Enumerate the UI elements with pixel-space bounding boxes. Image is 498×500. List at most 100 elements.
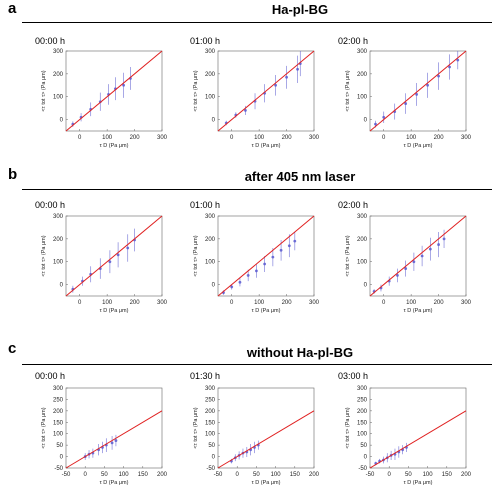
x-tick-label: 100 xyxy=(406,300,417,306)
x-tick-label: 100 xyxy=(423,472,434,478)
x-tick-label: 100 xyxy=(102,300,113,306)
data-point xyxy=(263,262,267,266)
identity-line xyxy=(369,50,467,132)
panel-c-time-1: 00:00 h xyxy=(35,371,66,381)
panel-a-time-3: 02:00 h xyxy=(338,36,369,46)
panel-c-rule xyxy=(22,364,492,365)
x-axis-label: τ D (Pa μm) xyxy=(252,480,281,486)
panel-b-title: after 405 nm laser xyxy=(244,169,356,184)
y-tick-label: 100 xyxy=(357,260,368,266)
data-point xyxy=(238,280,242,284)
identity-line xyxy=(369,410,467,469)
data-point xyxy=(296,67,299,71)
y-tick-label: 200 xyxy=(357,237,368,243)
data-point xyxy=(255,269,258,273)
data-point xyxy=(382,115,386,119)
y-tick-label: 300 xyxy=(205,386,216,392)
y-axis-label: <τ tot τ> (Pa μm) xyxy=(41,70,47,111)
data-point xyxy=(374,122,377,126)
data-point xyxy=(126,246,130,250)
x-tick-label: 300 xyxy=(157,135,168,141)
y-tick-label: 200 xyxy=(53,72,64,78)
y-axis-label: <τ tot τ> (Pa μm) xyxy=(41,235,47,276)
y-tick-label: 150 xyxy=(205,420,216,426)
scatter-plot-c3: -50 0 50 100 150 200 -50 0 50 100 150 200 250 300 τ D … xyxy=(345,386,472,486)
x-axis-label: τ D (Pa μm) xyxy=(100,308,129,314)
y-tick-label: 300 xyxy=(205,49,216,55)
identity-line xyxy=(217,410,315,469)
panel-b-rule xyxy=(22,189,492,190)
x-tick-label: 100 xyxy=(254,300,265,306)
data-point xyxy=(244,109,247,112)
identity-line xyxy=(217,215,315,297)
data-point xyxy=(274,83,277,87)
y-axis-label: <τ tot τ> (Pa μm) xyxy=(193,407,199,448)
identity-line xyxy=(369,215,467,297)
x-tick-label: 0 xyxy=(382,300,386,306)
data-point xyxy=(230,285,234,289)
x-tick-label: 0 xyxy=(236,472,240,478)
data-point xyxy=(404,267,408,270)
y-tick-label: 100 xyxy=(205,95,216,101)
x-axis-label: τ D (Pa μm) xyxy=(252,308,281,314)
y-axis-label: <τ tot τ> (Pa μm) xyxy=(345,235,351,276)
data-point xyxy=(412,260,416,264)
data-point xyxy=(420,254,424,258)
y-tick-label: 0 xyxy=(212,118,216,124)
x-tick-label: 100 xyxy=(271,472,282,478)
y-tick-label: 150 xyxy=(53,420,64,426)
identity-line xyxy=(65,410,163,469)
y-tick-label: 300 xyxy=(357,386,368,392)
x-tick-label: 200 xyxy=(282,135,293,141)
x-tick-label: 200 xyxy=(157,472,168,478)
y-tick-label: 300 xyxy=(205,214,216,220)
x-tick-label: 0 xyxy=(84,472,88,478)
y-tick-label: 0 xyxy=(364,455,368,461)
x-tick-label: 200 xyxy=(130,300,141,306)
data-point xyxy=(279,248,283,252)
y-tick-label: 200 xyxy=(205,409,216,415)
data-point xyxy=(396,274,399,277)
y-tick-label: -50 xyxy=(54,466,63,472)
data-point xyxy=(122,83,125,87)
x-tick-label: 150 xyxy=(290,472,301,478)
y-axis-label: <τ tot τ> (Pa μm) xyxy=(193,70,199,111)
x-tick-label: 50 xyxy=(405,472,412,478)
x-axis-label: τ D (Pa μm) xyxy=(100,480,129,486)
y-tick-label: 50 xyxy=(208,443,215,449)
x-tick-label: 150 xyxy=(442,472,453,478)
y-tick-label: 100 xyxy=(357,432,368,438)
x-tick-label: 300 xyxy=(309,135,320,141)
data-point xyxy=(442,237,446,241)
panel-a-title: Ha-pl-BG xyxy=(271,2,329,17)
plot-frame xyxy=(65,215,163,297)
data-point xyxy=(110,441,114,445)
x-axis-label: τ D (Pa μm) xyxy=(404,143,433,149)
scatter-plot-b2: 0 100 200 300 0 100 200 300 τ D (Pa μm) <τ tot τ>… xyxy=(193,214,320,314)
x-tick-label: 0 xyxy=(78,300,82,306)
scatter-plot-a3: 0 100 200 300 0 100 200 300 τ D (Pa μm) <τ tot τ>… xyxy=(345,49,472,149)
y-tick-label: 250 xyxy=(205,397,216,403)
data-point xyxy=(456,58,460,62)
y-axis-label: <τ tot τ> (Pa μm) xyxy=(345,70,351,111)
y-tick-label: 200 xyxy=(357,72,368,78)
scatter-plot-c1: -50 0 50 100 150 200 -50 0 50 100 150 200 250 300 τ D … xyxy=(41,386,168,486)
panel-a-time-1: 00:00 h xyxy=(35,36,66,46)
y-tick-label: -50 xyxy=(358,466,367,472)
x-axis-label: τ D (Pa μm) xyxy=(252,143,281,149)
plot-frame xyxy=(217,215,315,297)
plot-frame xyxy=(217,387,315,469)
y-tick-label: 0 xyxy=(60,118,64,124)
data-point xyxy=(415,93,419,96)
x-tick-label: 0 xyxy=(78,135,82,141)
panel-c-time-2: 01:30 h xyxy=(190,371,221,381)
x-tick-label: 100 xyxy=(254,135,265,141)
x-tick-label: 300 xyxy=(461,300,472,306)
plot-frame xyxy=(65,50,163,132)
scatter-plot-a1: 0 100 200 300 0 100 200 300 τ D (Pa μm) <τ tot τ>… xyxy=(41,49,168,149)
panel-a-time-2: 01:00 h xyxy=(190,36,221,46)
y-tick-label: 0 xyxy=(60,455,64,461)
x-tick-label: -50 xyxy=(214,472,223,478)
panel-a-rule xyxy=(22,22,492,23)
x-axis-label: τ D (Pa μm) xyxy=(100,143,129,149)
